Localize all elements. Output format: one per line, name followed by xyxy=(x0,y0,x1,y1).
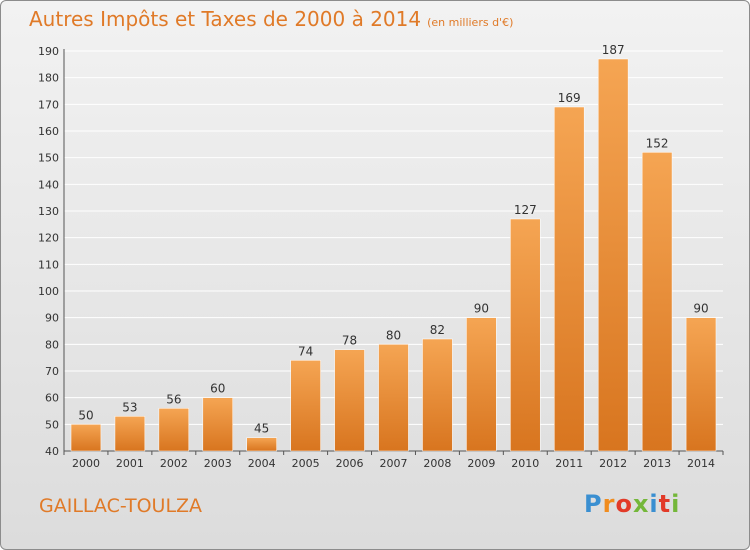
logo-letter: o xyxy=(615,490,633,518)
x-tick-label-2009: 2009 xyxy=(467,457,495,470)
logo-letter: i xyxy=(649,490,659,518)
tick-labels: 40 50 60 70 80 90 100 110 120 130 140 150 160 170 180 1… xyxy=(38,45,715,470)
proxiti-logo: Proxiti xyxy=(584,490,680,518)
logo-letter: i xyxy=(671,490,681,518)
bar-2007 xyxy=(378,344,409,452)
logo-letter: x xyxy=(632,490,650,518)
y-tick-label: 160 xyxy=(38,125,59,138)
bar-2005 xyxy=(290,360,321,452)
y-tick-label: 190 xyxy=(38,45,59,58)
bars xyxy=(70,58,717,452)
bar-2011 xyxy=(554,106,585,452)
y-tick-label: 130 xyxy=(38,205,59,218)
bar-2006 xyxy=(334,349,365,452)
x-tick-label-2000: 2000 xyxy=(72,457,100,470)
x-tick-label-2004: 2004 xyxy=(248,457,276,470)
bar-2014 xyxy=(685,317,717,452)
y-tick-label: 60 xyxy=(45,392,59,405)
y-tick-label: 90 xyxy=(45,312,59,325)
x-tick-label-2010: 2010 xyxy=(511,457,539,470)
bar-2003 xyxy=(202,397,233,452)
bar-2000 xyxy=(70,424,102,452)
chart-title: Autres Impôts et Taxes de 2000 à 2014 (en… xyxy=(29,7,513,31)
bar-2010 xyxy=(510,218,541,452)
bar-2013 xyxy=(641,152,673,452)
data-label-2006: 78 xyxy=(342,334,357,348)
commune-name: GAILLAC-TOULZA xyxy=(39,495,203,517)
y-tick-label: 140 xyxy=(38,178,59,191)
x-tick-label-2002: 2002 xyxy=(160,457,188,470)
data-label-2011: 169 xyxy=(558,91,581,105)
data-label-2014: 90 xyxy=(693,302,708,316)
x-tick-label-2014: 2014 xyxy=(687,457,715,470)
data-label-2013: 152 xyxy=(646,136,669,150)
x-tick-label-2006: 2006 xyxy=(336,457,364,470)
bar-2002 xyxy=(158,408,190,452)
bar-2009 xyxy=(466,317,497,452)
x-tick-label-2001: 2001 xyxy=(116,457,144,470)
bar-2008 xyxy=(422,338,453,452)
y-tick-label: 50 xyxy=(45,418,59,431)
data-label-2003: 60 xyxy=(210,382,225,396)
y-tick-label: 80 xyxy=(45,338,59,351)
logo-letter: t xyxy=(658,490,672,518)
x-tick-label-2013: 2013 xyxy=(643,457,671,470)
y-tick-label: 40 xyxy=(45,445,59,458)
bar-2001 xyxy=(114,416,146,452)
data-label-2007: 80 xyxy=(386,328,401,342)
chart-subtitle: (en milliers d'€) xyxy=(427,16,514,29)
y-tick-label: 70 xyxy=(45,365,59,378)
data-label-2005: 74 xyxy=(298,344,313,358)
data-label-2004: 45 xyxy=(254,422,269,436)
x-tick-label-2012: 2012 xyxy=(599,457,627,470)
data-label-2012: 187 xyxy=(602,43,625,57)
logo-letter: r xyxy=(602,490,616,518)
y-tick-label: 100 xyxy=(38,285,59,298)
data-label-2000: 50 xyxy=(78,408,93,422)
y-tick-label: 110 xyxy=(38,258,59,271)
logo-letter: P xyxy=(584,490,603,518)
data-label-2001: 53 xyxy=(122,400,137,414)
y-tick-label: 120 xyxy=(38,232,59,245)
y-tick-label: 170 xyxy=(38,98,59,111)
y-tick-label: 180 xyxy=(38,72,59,85)
data-label-2010: 127 xyxy=(514,203,537,217)
x-tick-label-2003: 2003 xyxy=(204,457,232,470)
bar-2004 xyxy=(246,437,277,452)
bar-2012 xyxy=(597,58,629,452)
x-tick-label-2011: 2011 xyxy=(555,457,583,470)
x-tick-label-2007: 2007 xyxy=(380,457,408,470)
data-label-2002: 56 xyxy=(166,392,181,406)
data-labels: 50 53 56 60 45 74 78 80 82 90 127 169 187 152 90 xyxy=(78,43,708,436)
data-label-2009: 90 xyxy=(474,302,489,316)
x-tick-label-2005: 2005 xyxy=(292,457,320,470)
x-tick-label-2008: 2008 xyxy=(423,457,451,470)
chart-title-text: Autres Impôts et Taxes de 2000 à 2014 xyxy=(29,7,422,31)
y-tick-label: 150 xyxy=(38,152,59,165)
data-label-2008: 82 xyxy=(430,323,445,337)
